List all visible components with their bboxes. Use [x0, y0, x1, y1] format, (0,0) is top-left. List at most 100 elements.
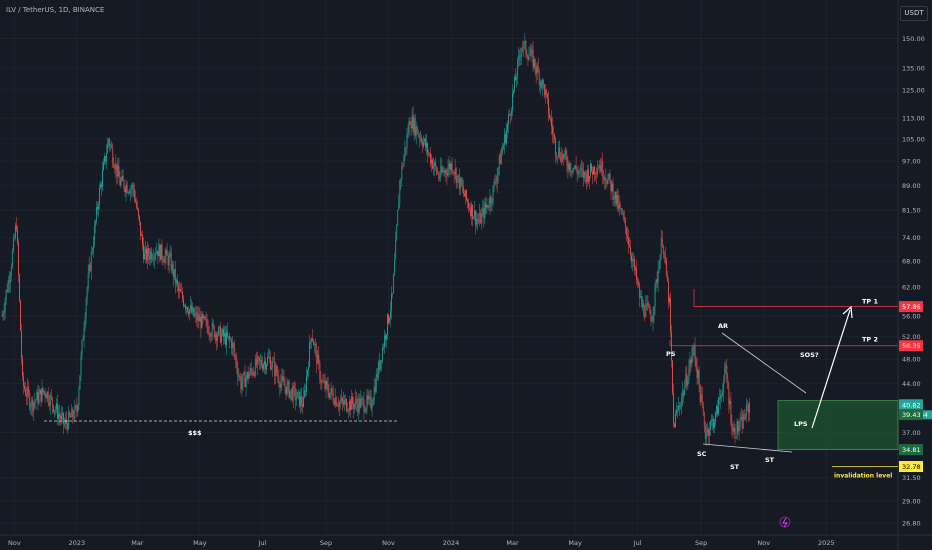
resistance-trendline — [721, 332, 807, 394]
candle — [255, 351, 257, 369]
y-tick-label: 74.00 — [902, 234, 921, 242]
candle — [171, 260, 173, 275]
candle-body — [195, 312, 197, 315]
candle-body — [490, 196, 492, 204]
candle-body — [296, 392, 298, 399]
candle-body — [493, 181, 495, 186]
candle — [362, 396, 364, 407]
candle — [3, 302, 5, 321]
candle-body — [300, 396, 302, 405]
candle — [368, 391, 370, 405]
candle-body — [535, 69, 537, 74]
candle-body — [362, 398, 364, 400]
candle-body — [475, 210, 477, 225]
candle-body — [687, 380, 689, 386]
candle-body — [642, 302, 644, 308]
candle-body — [503, 134, 505, 146]
candle-body — [390, 310, 391, 318]
candle — [107, 137, 109, 154]
candle-body — [6, 290, 8, 292]
candle — [9, 271, 11, 293]
candle-body — [334, 397, 336, 406]
candle-body — [605, 177, 607, 182]
candle-body — [306, 375, 307, 392]
candle-body — [394, 259, 396, 275]
candle-body — [325, 381, 327, 389]
candle — [332, 385, 334, 405]
candle-body — [146, 248, 147, 261]
candle-body — [478, 220, 480, 223]
candle — [253, 370, 255, 379]
candle-body — [692, 346, 694, 356]
candle — [644, 304, 646, 322]
y-tick-label: 89.00 — [902, 182, 921, 190]
candle — [498, 153, 500, 176]
candle — [327, 376, 329, 398]
candle — [312, 328, 314, 343]
candle — [687, 375, 689, 390]
candle — [219, 322, 221, 344]
candle — [262, 356, 263, 372]
candle — [550, 115, 551, 123]
candle-body — [280, 382, 282, 388]
candle-body — [92, 245, 94, 252]
price-tag-label: 50.35 — [902, 342, 921, 350]
candle — [707, 427, 709, 445]
candle — [645, 294, 647, 318]
candle — [535, 62, 537, 84]
candle — [679, 401, 681, 417]
candle-body — [458, 174, 460, 190]
candle-body — [166, 249, 168, 256]
candle-body — [632, 259, 633, 262]
tp2-line — [669, 340, 898, 347]
candle-body — [27, 386, 29, 397]
candle — [634, 255, 635, 275]
candle-body — [440, 166, 442, 177]
candle-body — [201, 313, 203, 329]
candle-body — [485, 203, 487, 208]
candle-body — [65, 419, 67, 425]
candle — [633, 252, 634, 268]
candle-body — [680, 406, 682, 408]
candle — [558, 140, 560, 159]
candle — [344, 394, 345, 412]
candle — [119, 171, 121, 187]
candle-body — [127, 192, 129, 193]
candle — [688, 359, 690, 384]
candle — [423, 137, 425, 146]
currency-button[interactable]: USDT — [900, 6, 928, 21]
candle-body — [454, 168, 456, 175]
candle — [238, 368, 240, 381]
candle — [683, 389, 685, 403]
candle — [488, 198, 490, 212]
y-tick-label: 135.00 — [902, 65, 925, 73]
candle — [748, 397, 750, 422]
candle — [199, 307, 201, 322]
candle — [452, 169, 454, 176]
candle-body — [684, 385, 686, 396]
candle — [654, 282, 656, 315]
candle — [625, 226, 627, 242]
candle — [517, 57, 519, 85]
candle — [94, 220, 96, 234]
lightning-icon[interactable] — [779, 516, 791, 528]
candle — [433, 157, 435, 176]
candle-body — [68, 411, 70, 429]
candle — [374, 378, 376, 395]
candle-body — [102, 170, 103, 187]
candle — [288, 379, 290, 400]
candle-body — [361, 398, 363, 400]
candle — [42, 387, 44, 396]
candle — [225, 326, 226, 348]
candle-body — [602, 161, 604, 178]
candle-body — [52, 405, 54, 412]
candle-body — [265, 361, 266, 370]
candle — [174, 260, 176, 294]
candle-body — [261, 360, 262, 366]
candle-body — [30, 406, 32, 408]
candle-body — [114, 167, 116, 170]
candle-body — [155, 254, 157, 255]
candle — [285, 387, 287, 401]
candle-body — [553, 134, 554, 135]
